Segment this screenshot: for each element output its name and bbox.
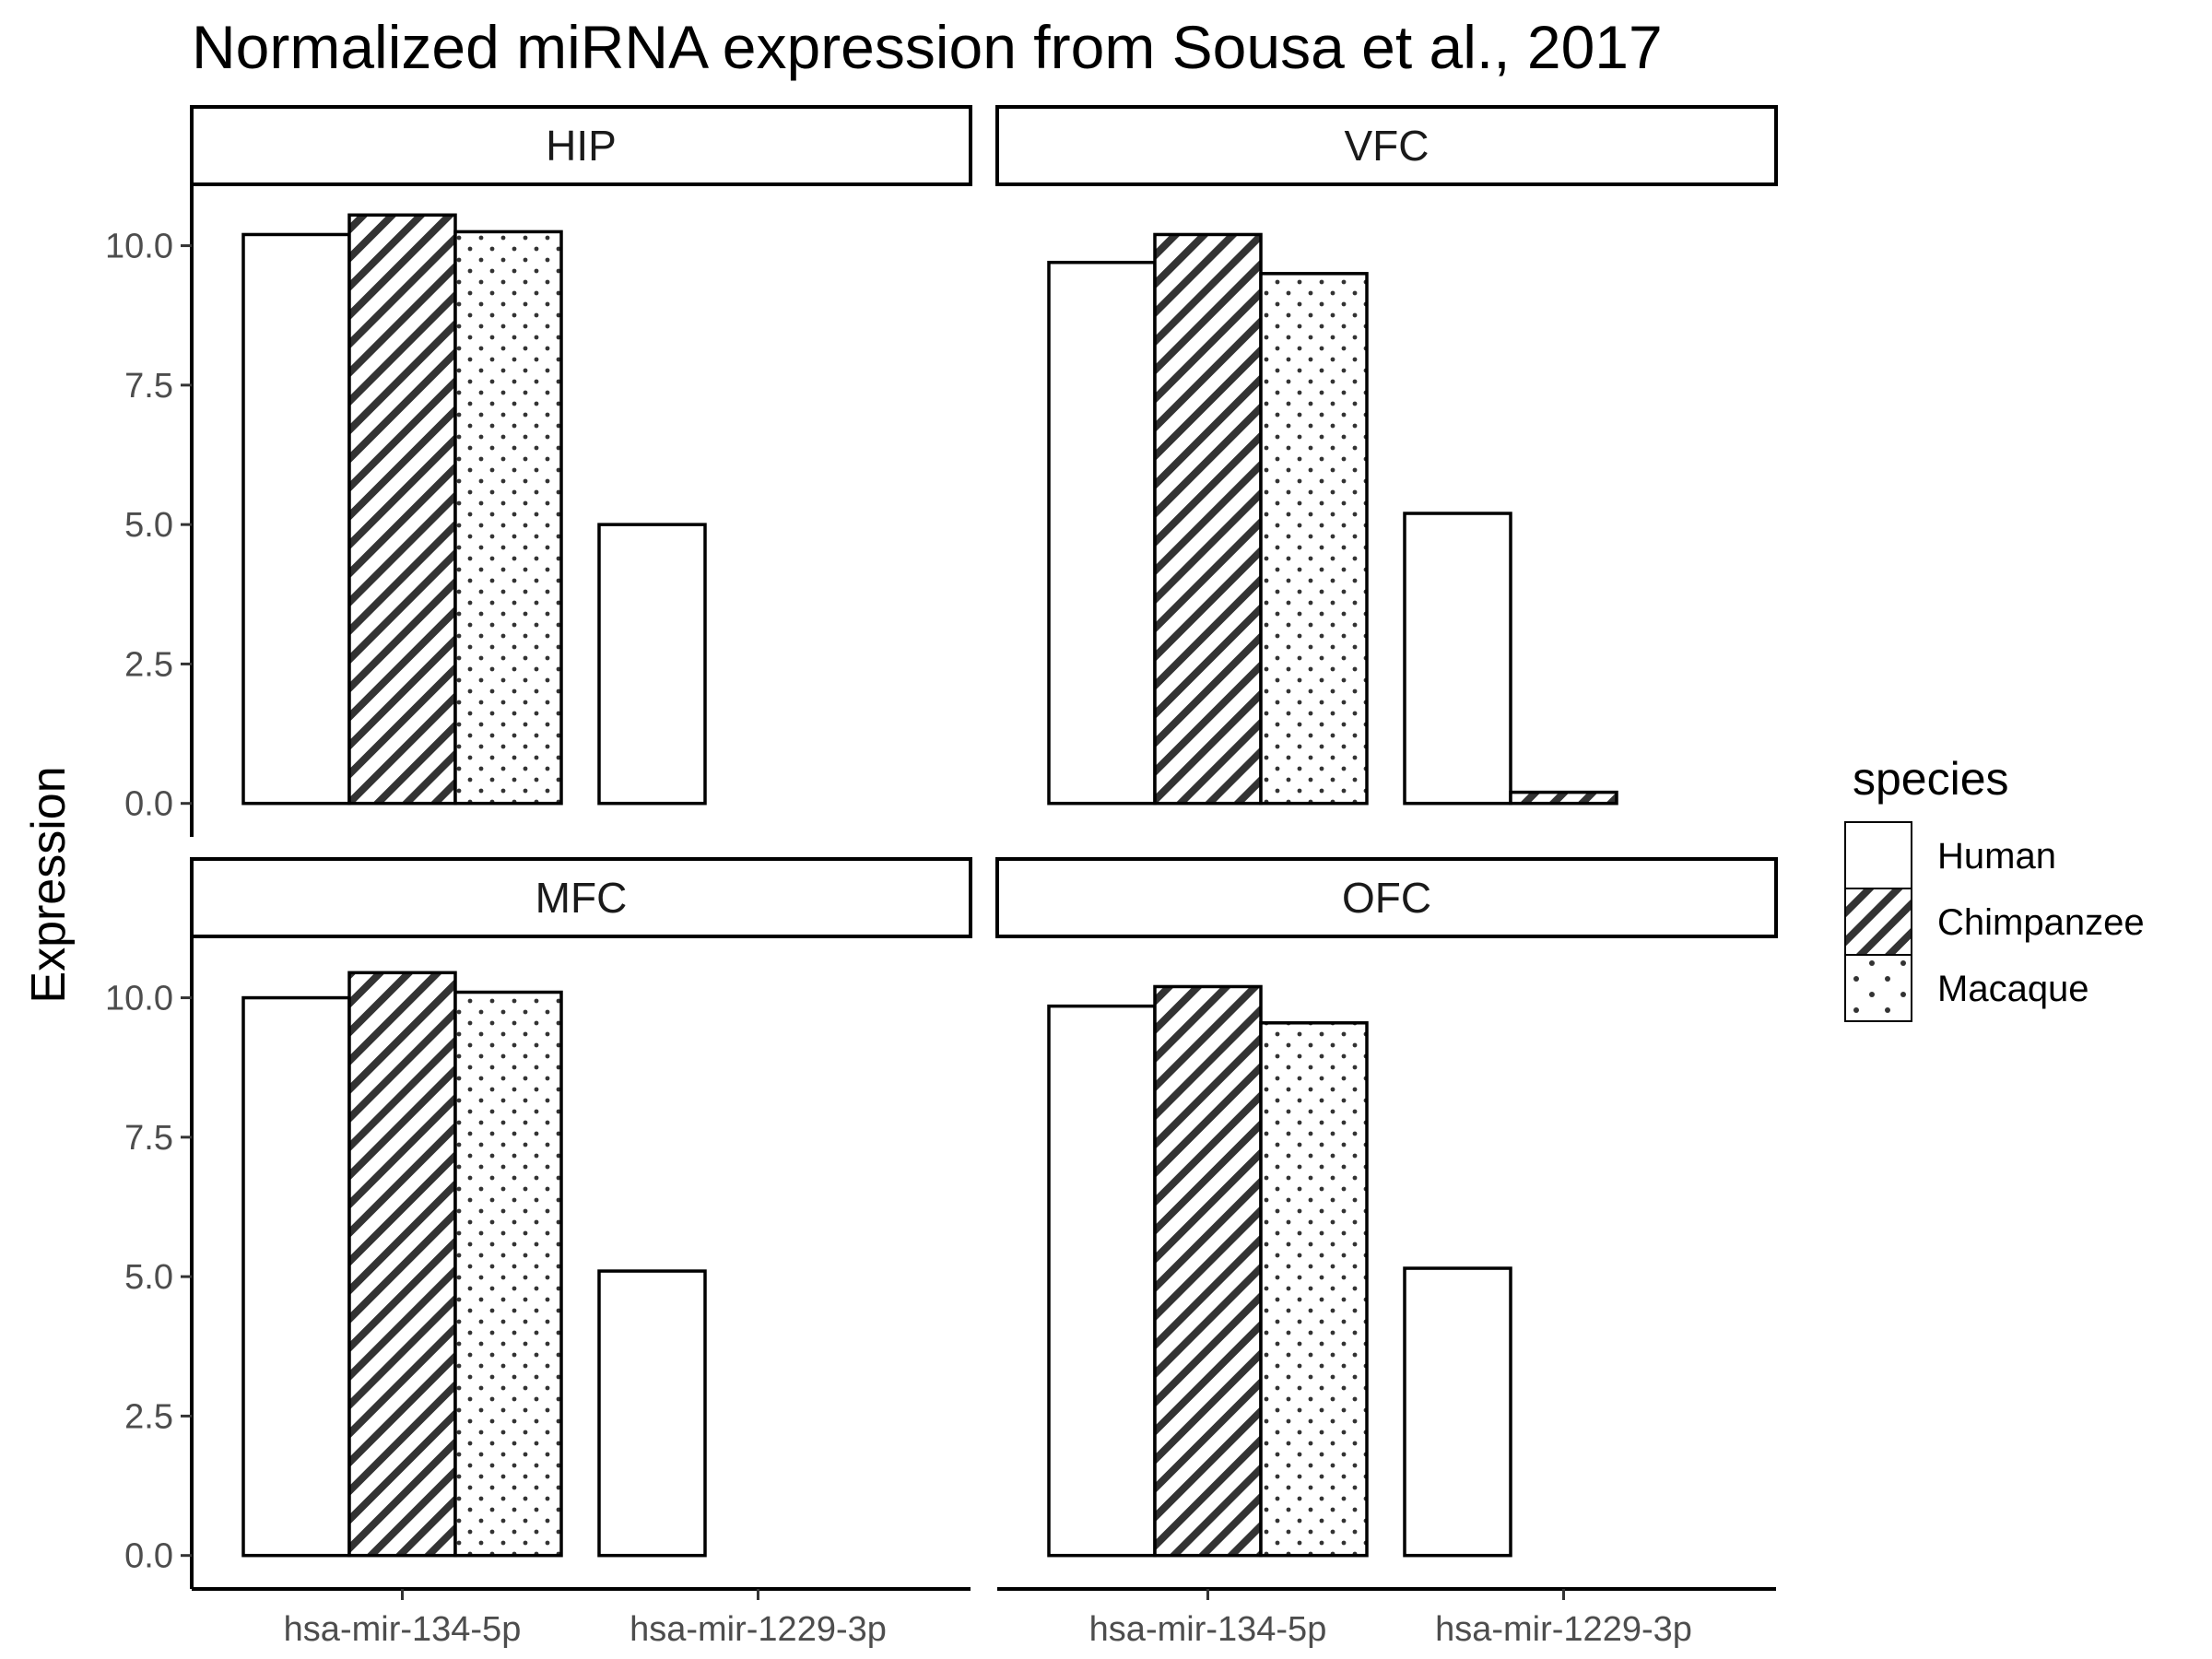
y-tick-label: 7.5 (124, 1119, 173, 1158)
bar-mfc-human-hsa-mir-134-5p (241, 995, 351, 1558)
panel-strip (995, 857, 1778, 938)
panel-strip-label: HIP (546, 122, 617, 170)
panel-strip-label: MFC (535, 874, 628, 922)
y-tick-label: 5.0 (124, 506, 173, 545)
bar-ofc-human-hsa-mir-1229-3p (1403, 1266, 1512, 1558)
legend-label-human: Human (1937, 836, 2056, 877)
y-tick-label: 7.5 (124, 367, 173, 406)
bar-mfc-chimpanzee-hsa-mir-134-5p (347, 971, 457, 1558)
bar-mfc-macaque-hsa-mir-134-5p (453, 990, 563, 1558)
bar-hip-macaque-hsa-mir-134-5p (453, 229, 563, 806)
chart-title: Normalized miRNA expression from Sousa e… (192, 13, 1663, 81)
panel-strip (995, 105, 1778, 186)
y-tick-label: 5.0 (124, 1258, 173, 1297)
legend: species Human Chimpanzee Macaque (1844, 753, 2145, 1022)
bar-vfc-human-hsa-mir-1229-3p (1403, 512, 1512, 806)
y-tick-label: 0.0 (124, 785, 173, 824)
panel-mfc: MFC 0.0 2.5 5.0 7.5 10.0 hsa-mir-134-5p hsa-mir… (105, 857, 972, 1649)
legend-label-macaque: Macaque (1937, 969, 2089, 1009)
y-axis-title: Expression (22, 766, 76, 1003)
x-tick-label: hsa-mir-134-5p (1089, 1610, 1327, 1649)
bar-vfc-macaque-hsa-mir-134-5p (1259, 272, 1369, 806)
y-tick-label: 2.5 (124, 645, 173, 684)
legend-title: species (1853, 753, 2009, 805)
y-tick-label: 2.5 (124, 1397, 173, 1436)
legend-key-human (1844, 821, 1912, 889)
bar-vfc-chimpanzee-hsa-mir-134-5p (1153, 232, 1263, 806)
bar-vfc-chimpanzee-hsa-mir-1229-3p (1509, 790, 1618, 806)
panel-strip (190, 857, 972, 938)
bar-mfc-human-hsa-mir-1229-3p (597, 1269, 707, 1558)
legend-label-chimpanzee: Chimpanzee (1937, 902, 2145, 943)
bar-ofc-chimpanzee-hsa-mir-134-5p (1153, 984, 1263, 1558)
panel-vfc: VFC (995, 105, 1778, 806)
y-tick-label: 10.0 (105, 228, 173, 266)
panel-hip: HIP 0.0 2.5 5.0 7.5 10.0 (105, 105, 972, 837)
panel-strip (190, 105, 972, 186)
y-tick-label: 10.0 (105, 980, 173, 1018)
panel-strip-label: OFC (1342, 874, 1431, 922)
panel-strip-label: VFC (1345, 122, 1430, 170)
bar-hip-human-hsa-mir-1229-3p (597, 523, 707, 806)
y-tick-label: 0.0 (124, 1537, 173, 1576)
bar-ofc-macaque-hsa-mir-134-5p (1259, 1021, 1369, 1558)
bar-hip-human-hsa-mir-134-5p (241, 232, 351, 806)
bar-vfc-human-hsa-mir-134-5p (1047, 260, 1157, 806)
panel-ofc: OFC hsa-mir-134-5p hsa-mir-1229-3p (995, 857, 1778, 1649)
x-tick-label: hsa-mir-1229-3p (629, 1610, 887, 1649)
legend-key-chimpanzee (1844, 888, 1912, 956)
x-tick-label: hsa-mir-134-5p (284, 1610, 522, 1649)
x-tick-label: hsa-mir-1229-3p (1435, 1610, 1692, 1649)
legend-key-macaque (1844, 954, 1912, 1022)
bar-ofc-human-hsa-mir-134-5p (1047, 1004, 1157, 1558)
bar-hip-chimpanzee-hsa-mir-134-5p (347, 213, 457, 806)
panels: HIP 0.0 2.5 5.0 7.5 10.0 VFC MFC 0.0 2.5 5.0 7.5 10.… (105, 105, 1778, 1649)
